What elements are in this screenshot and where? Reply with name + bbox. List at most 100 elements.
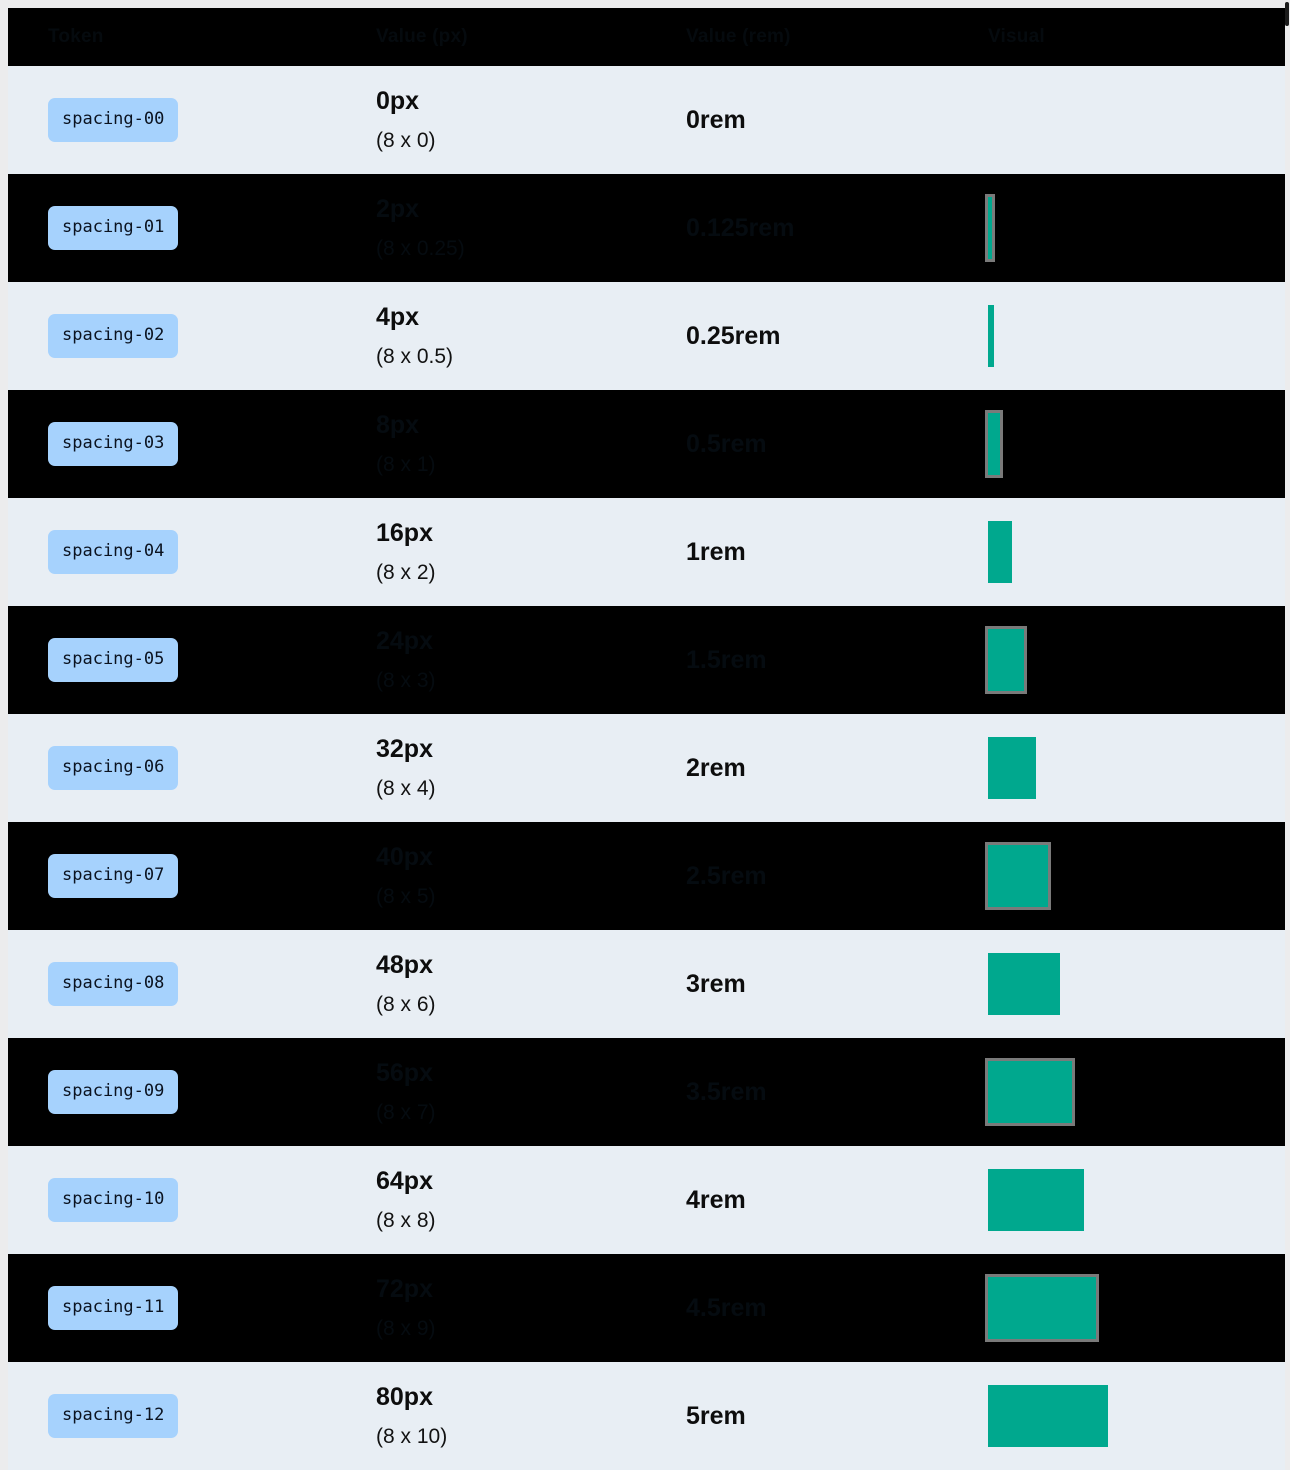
token-chip[interactable]: spacing-12 (48, 1394, 179, 1438)
cell-token: spacing-12 (8, 1394, 358, 1438)
cell-token: spacing-03 (8, 422, 358, 466)
rem-value: 4rem (686, 1185, 746, 1214)
cell-visual (978, 521, 1285, 583)
table-row: spacing-11 72px (8 x 9) 4.5rem (8, 1254, 1285, 1362)
cell-rem-value: 2rem (668, 753, 978, 782)
cell-visual (978, 1385, 1285, 1447)
token-chip[interactable]: spacing-10 (48, 1178, 179, 1222)
table-row: spacing-09 56px (8 x 7) 3.5rem (8, 1038, 1285, 1146)
token-chip[interactable]: spacing-08 (48, 962, 179, 1006)
table-row: spacing-07 40px (8 x 5) 2.5rem (8, 822, 1285, 930)
column-header-rem: Value (rem) (686, 26, 791, 47)
spacing-swatch (985, 626, 1027, 694)
px-multiplier: (8 x 3) (376, 669, 436, 693)
cell-token: spacing-08 (8, 962, 358, 1006)
cell-px-value: 80px (8 x 10) (358, 1384, 668, 1448)
spacing-token-table: Token Value (px) Value (rem) Visual spac… (8, 8, 1285, 1470)
px-multiplier: (8 x 0.5) (376, 345, 454, 369)
table-row: spacing-00 0px (8 x 0) 0rem (8, 66, 1285, 174)
column-header-px: Value (px) (376, 26, 468, 47)
token-chip[interactable]: spacing-11 (48, 1286, 179, 1330)
spacing-swatch (988, 521, 1012, 583)
spacing-swatch (985, 194, 995, 262)
spacing-swatch (988, 737, 1036, 799)
cell-visual (978, 1274, 1285, 1342)
table-row: spacing-12 80px (8 x 10) 5rem (8, 1362, 1285, 1470)
px-multiplier: (8 x 4) (376, 777, 436, 801)
rem-value: 4.5rem (686, 1293, 767, 1322)
px-value: 2px (376, 194, 420, 223)
px-multiplier: (8 x 7) (376, 1101, 436, 1125)
cell-px-value: 40px (8 x 5) (358, 844, 668, 908)
cell-token: spacing-01 (8, 206, 358, 250)
px-multiplier: (8 x 6) (376, 993, 436, 1017)
cell-px-value: 4px (8 x 0.5) (358, 304, 668, 368)
table-row: spacing-01 2px (8 x 0.25) 0.125rem (8, 174, 1285, 282)
cell-rem-value: 4rem (668, 1185, 978, 1214)
cell-token: spacing-02 (8, 314, 358, 358)
px-value: 4px (376, 302, 420, 331)
rem-value: 1rem (686, 537, 746, 566)
token-chip[interactable]: spacing-04 (48, 530, 179, 574)
table-header-row: Token Value (px) Value (rem) Visual (8, 8, 1285, 66)
token-chip[interactable]: spacing-00 (48, 98, 179, 142)
cell-token: spacing-06 (8, 746, 358, 790)
spacing-swatch (985, 410, 1003, 478)
cell-visual (978, 842, 1285, 910)
table-row: spacing-05 24px (8 x 3) 1.5rem (8, 606, 1285, 714)
cell-rem-value: 0rem (668, 105, 978, 134)
px-multiplier: (8 x 0.25) (376, 237, 465, 261)
rem-value: 0rem (686, 105, 746, 134)
cell-rem-value: 2.5rem (668, 861, 978, 890)
column-header-token: Token (48, 26, 104, 47)
cell-rem-value: 4.5rem (668, 1293, 978, 1322)
px-value: 40px (376, 842, 433, 871)
px-value: 16px (376, 518, 433, 547)
cell-px-value: 16px (8 x 2) (358, 520, 668, 584)
cell-px-value: 2px (8 x 0.25) (358, 196, 668, 260)
vertical-scrollbar[interactable] (1285, 0, 1290, 1470)
token-chip[interactable]: spacing-06 (48, 746, 179, 790)
cell-rem-value: 3rem (668, 969, 978, 998)
cell-visual (978, 737, 1285, 799)
spacing-swatch (988, 305, 994, 367)
token-chip[interactable]: spacing-05 (48, 638, 179, 682)
cell-visual (978, 194, 1285, 262)
px-value: 8px (376, 410, 420, 439)
cell-token: spacing-10 (8, 1178, 358, 1222)
rem-value: 2rem (686, 753, 746, 782)
scrollbar-thumb[interactable] (1285, 2, 1289, 26)
px-multiplier: (8 x 1) (376, 453, 436, 477)
rem-value: 0.25rem (686, 321, 781, 350)
cell-rem-value: 1.5rem (668, 647, 978, 674)
px-value: 0px (376, 86, 420, 115)
px-multiplier: (8 x 10) (376, 1425, 448, 1449)
cell-visual (978, 953, 1285, 1015)
rem-value: 3rem (686, 969, 746, 998)
px-value: 56px (376, 1058, 433, 1087)
cell-px-value: 24px (8 x 3) (358, 628, 668, 692)
token-chip[interactable]: spacing-02 (48, 314, 179, 358)
token-chip[interactable]: spacing-03 (48, 422, 179, 466)
cell-visual (978, 410, 1285, 478)
rem-value: 2.5rem (686, 861, 767, 890)
cell-px-value: 8px (8 x 1) (358, 412, 668, 476)
px-multiplier: (8 x 5) (376, 885, 436, 909)
px-value: 48px (376, 950, 433, 979)
px-value: 80px (376, 1382, 433, 1411)
spacing-swatch (988, 1385, 1108, 1447)
token-chip[interactable]: spacing-09 (48, 1070, 179, 1114)
cell-rem-value: 0.125rem (668, 215, 978, 242)
token-chip[interactable]: spacing-07 (48, 854, 179, 898)
cell-rem-value: 0.5rem (668, 431, 978, 458)
px-value: 72px (376, 1274, 433, 1303)
cell-token: spacing-09 (8, 1070, 358, 1114)
token-chip[interactable]: spacing-01 (48, 206, 179, 250)
cell-token: spacing-05 (8, 638, 358, 682)
px-value: 32px (376, 734, 433, 763)
rem-value: 3.5rem (686, 1077, 767, 1106)
cell-visual (978, 1169, 1285, 1231)
px-multiplier: (8 x 2) (376, 561, 436, 585)
cell-px-value: 48px (8 x 6) (358, 952, 668, 1016)
table-row: spacing-02 4px (8 x 0.5) 0.25rem (8, 282, 1285, 390)
